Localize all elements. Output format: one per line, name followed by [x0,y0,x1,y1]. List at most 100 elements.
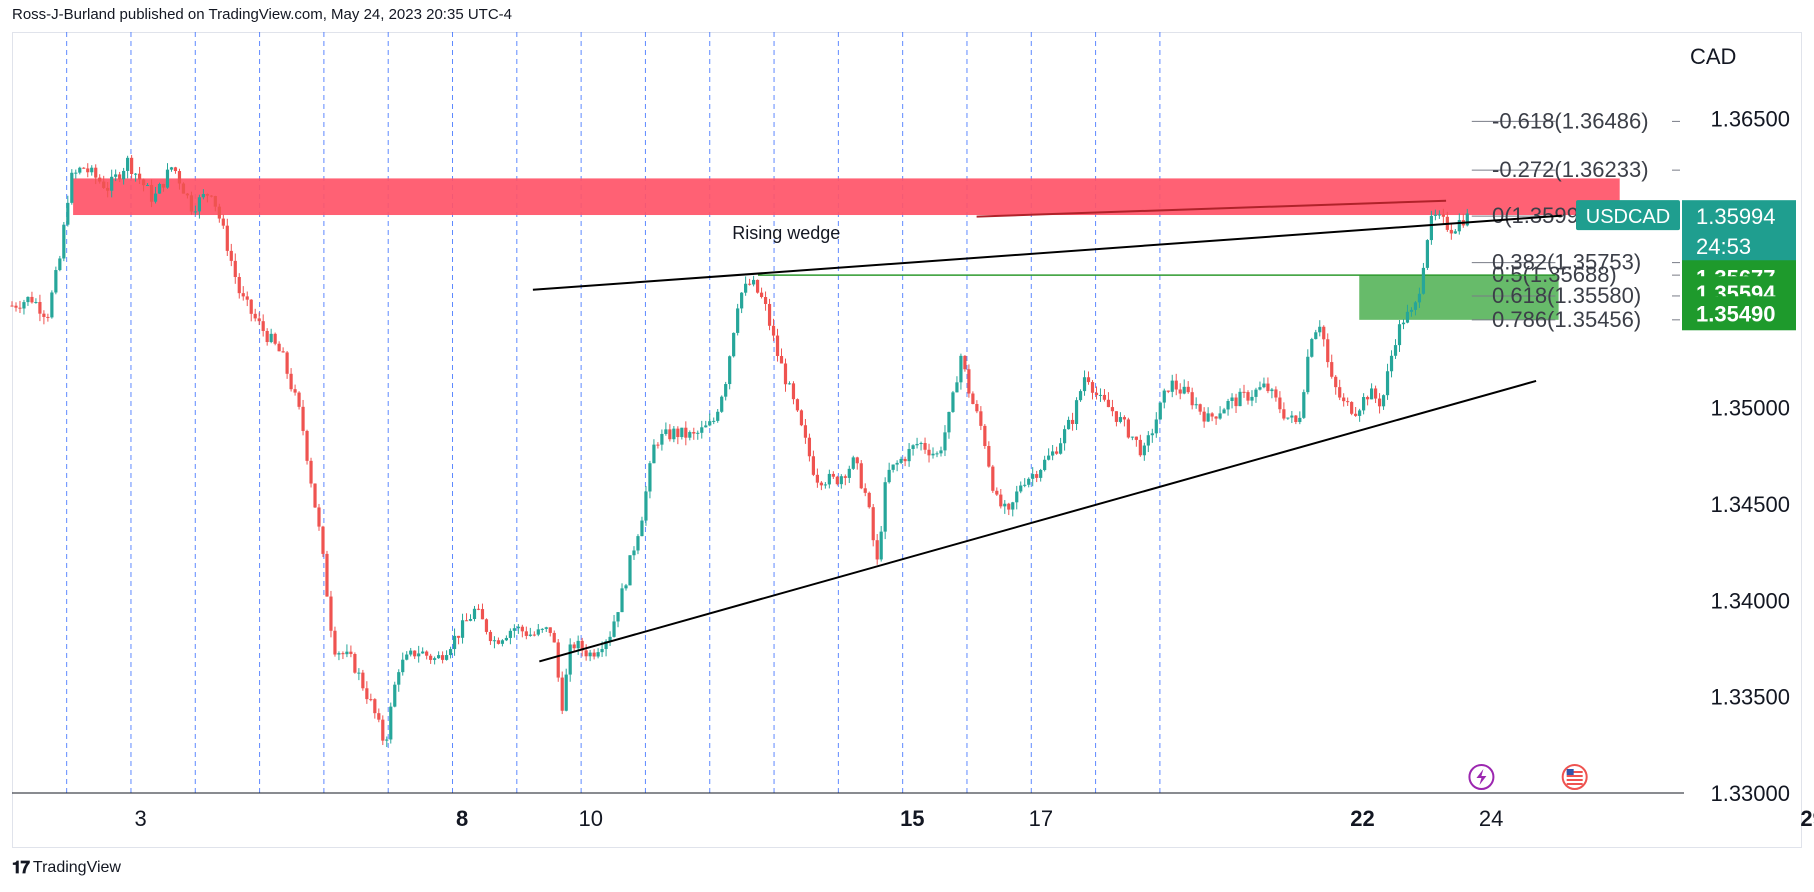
candle-body [1417,293,1422,303]
candle-body [979,411,983,426]
candle-body [313,483,317,508]
candle-body [783,363,788,385]
candle-body [1330,362,1334,377]
candle-body [1409,309,1414,312]
candle-body [1074,400,1079,424]
candle-body [915,443,919,446]
candle-body [827,473,831,485]
candle-body [86,168,90,173]
candle-body [1242,391,1246,393]
candle-body [1286,417,1290,419]
candle-body [66,202,70,225]
candle-body [963,355,967,370]
candle-body [1278,397,1282,410]
candle-body [592,652,596,657]
candle-body [1210,413,1214,417]
rising-wedge-annotation: Rising wedge [732,223,840,243]
candle-body [931,453,935,456]
candle-body [740,292,744,309]
wedge-line-lower [539,379,1537,663]
candle-body [700,427,704,433]
candle-body [1282,409,1286,419]
candle-body [1401,322,1406,325]
candle-body [859,463,863,489]
candle-body [209,195,213,197]
candle-body [648,463,652,492]
candle-body [50,292,54,318]
candle-body [1314,332,1318,340]
candle-body [78,167,82,173]
candle-body [688,432,692,438]
tradingview-footer[interactable]: 𝟏𝟕 TradingView [12,858,121,878]
upper-red-trendline [976,199,1447,218]
candle-body [488,631,493,642]
candle-body [325,553,329,597]
candle-body [177,171,182,184]
candle-body [26,296,30,303]
candle-body [1086,377,1091,383]
tv-logo-icon: 𝟏𝟕 [12,858,30,877]
time-axis-label: 15 [900,806,924,831]
candle-body [1035,474,1039,478]
candle-body [1250,396,1254,401]
candle-body [1102,394,1107,400]
candle-body [1186,386,1190,393]
candle-body [895,462,899,465]
candle-body [943,432,947,451]
time-axis-label: 24 [1479,806,1503,831]
candle-body [616,612,620,622]
brand-text: TradingView [32,859,121,876]
candle-body [1226,400,1230,410]
candle-body [1134,436,1138,440]
candle-body [181,183,186,194]
candle-body [1306,356,1310,393]
candle-body [329,596,333,631]
candle-body [716,411,720,421]
candle-body [1358,410,1362,416]
candle-body [891,464,895,470]
candle-body [1154,419,1158,434]
candle-body [572,644,576,649]
candle-body [995,490,999,495]
candle-body [253,313,257,319]
candle-body [867,492,871,508]
candle-body [759,292,764,298]
candle-body [321,526,325,554]
candle-body [540,628,544,630]
candle-body [74,172,78,174]
candle-body [652,444,656,464]
candle-body [791,383,796,400]
candle-body [983,425,987,447]
candle-body [1182,386,1186,394]
candle-body [1413,302,1418,310]
candle-body [1405,311,1410,323]
wedge-line-upper [532,214,1562,291]
fib-level-label: 0.786(1.35456) [1492,307,1641,332]
candle-body [468,619,473,621]
candle-body [564,674,568,711]
candle-body [1150,433,1154,436]
candle-body [173,167,178,172]
candle-body [1110,407,1115,412]
candle-body [967,369,971,394]
candle-body [807,437,812,457]
candle-body [421,651,425,654]
candle-body [54,270,58,293]
candle-body [1266,383,1270,392]
fib-level-label: 0.382(1.35753) [1492,250,1641,275]
candle-body [644,491,648,521]
candle-body [122,170,126,180]
candle-body [18,307,22,309]
candle-body [939,450,943,454]
candle-body [692,432,696,434]
candle-body [1421,267,1426,294]
candle-body [221,218,225,226]
candle-body [879,531,883,560]
candle-body [38,301,42,314]
candle-body [277,343,281,352]
price-axis-label: 1.36500 [1710,107,1790,132]
candle-body [1234,397,1238,407]
candle-body [608,636,612,642]
candle-body [14,305,18,308]
